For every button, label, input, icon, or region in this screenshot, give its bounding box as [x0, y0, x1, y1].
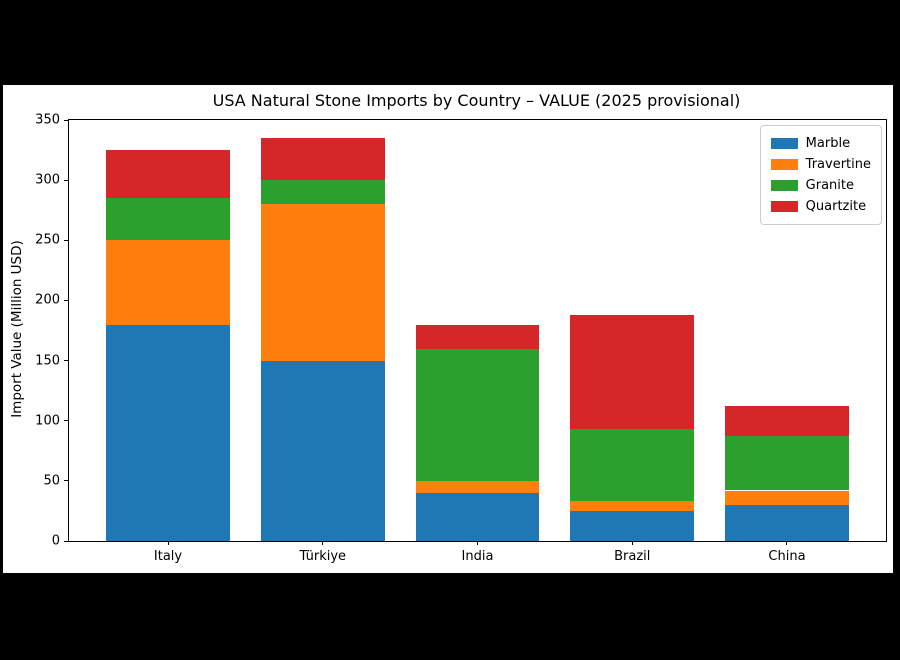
bar-segment-brazil-granite [570, 429, 695, 502]
y-tick-label-0: 0 [51, 533, 60, 549]
plot-area: Marble Travertine Granite Quartzite 0 50 100 1… [35, 113, 887, 564]
legend-label-granite: Granite [805, 178, 855, 193]
bar-segment-italy-granite [106, 198, 230, 241]
y-tick-label-200: 200 [35, 292, 60, 308]
bar-italy [106, 120, 230, 541]
legend-item-granite: Granite [770, 175, 871, 196]
x-tick-label-t-rkiye: Türkiye [299, 549, 347, 564]
y-tick-label-50: 50 [43, 473, 60, 489]
legend-label-travertine: Travertine [805, 157, 871, 172]
legend-item-quartzite: Quartzite [770, 196, 871, 217]
y-tick-label-300: 300 [35, 172, 60, 188]
x-tick-mark-brazil [631, 541, 633, 545]
bar-segment-italy-marble [106, 324, 230, 541]
x-tick-mark-italy [167, 541, 169, 545]
bar-segment-india-marble [415, 492, 540, 541]
x-tick-mark-india [477, 541, 478, 545]
legend: Marble Travertine Granite Quartzite [759, 125, 882, 225]
bar-segment-china-travertine [725, 490, 849, 505]
bar-segment-brazil-quartzite [570, 314, 695, 430]
bar-segment-india-travertine [415, 480, 540, 493]
bar-segment-italy-quartzite [106, 150, 230, 199]
y-tick-label-250: 250 [35, 232, 60, 248]
bar-t-rkiye [260, 120, 385, 541]
x-tick-label-china: China [768, 549, 806, 564]
y-tick-mark-0 [64, 540, 68, 542]
y-tick-label-100: 100 [35, 413, 60, 429]
y-tick-mark-200 [64, 299, 68, 301]
bar-segment-t-rkiye-quartzite [260, 138, 385, 181]
bar-segment-china-quartzite [725, 406, 849, 437]
y-tick-mark-100 [64, 420, 68, 422]
bar-brazil [570, 120, 695, 541]
y-axis-label: Import Value (Million USD) [9, 240, 25, 418]
bar-segment-china-granite [725, 436, 849, 491]
legend-item-travertine: Travertine [770, 154, 871, 175]
figure-canvas: USA Natural Stone Imports by Country – V… [3, 85, 893, 573]
y-tick-mark-300 [64, 179, 68, 181]
bar-india [415, 120, 540, 541]
legend-swatch-travertine [770, 159, 798, 170]
bar-segment-t-rkiye-granite [260, 180, 385, 205]
x-tick-mark-t-rkiye [322, 541, 324, 545]
bar-segment-china-marble [725, 504, 849, 541]
bar-segment-india-quartzite [415, 324, 540, 349]
legend-item-marble: Marble [770, 133, 871, 154]
y-tick-mark-250 [64, 239, 68, 241]
y-tick-mark-50 [64, 480, 68, 482]
x-tick-label-brazil: Brazil [614, 549, 651, 564]
bar-segment-t-rkiye-marble [260, 360, 385, 541]
bar-segment-india-granite [415, 348, 540, 481]
y-tick-label-150: 150 [35, 353, 60, 369]
legend-swatch-quartzite [770, 201, 798, 212]
x-tick-label-india: India [461, 549, 494, 564]
y-tick-mark-350 [64, 119, 68, 121]
bar-china [725, 120, 849, 541]
legend-swatch-marble [770, 138, 798, 149]
x-tick-mark-china [786, 541, 788, 545]
legend-swatch-granite [770, 180, 798, 191]
legend-label-quartzite: Quartzite [805, 199, 867, 214]
y-tick-mark-150 [64, 360, 68, 362]
bar-segment-t-rkiye-travertine [260, 204, 385, 361]
bar-segment-brazil-travertine [570, 501, 695, 511]
x-tick-label-italy: Italy [153, 549, 183, 564]
chart-title: USA Natural Stone Imports by Country – V… [212, 91, 741, 110]
bar-segment-italy-travertine [106, 240, 230, 325]
legend-label-marble: Marble [805, 136, 851, 151]
y-tick-label-350: 350 [35, 112, 60, 128]
bar-segment-brazil-marble [570, 510, 695, 541]
